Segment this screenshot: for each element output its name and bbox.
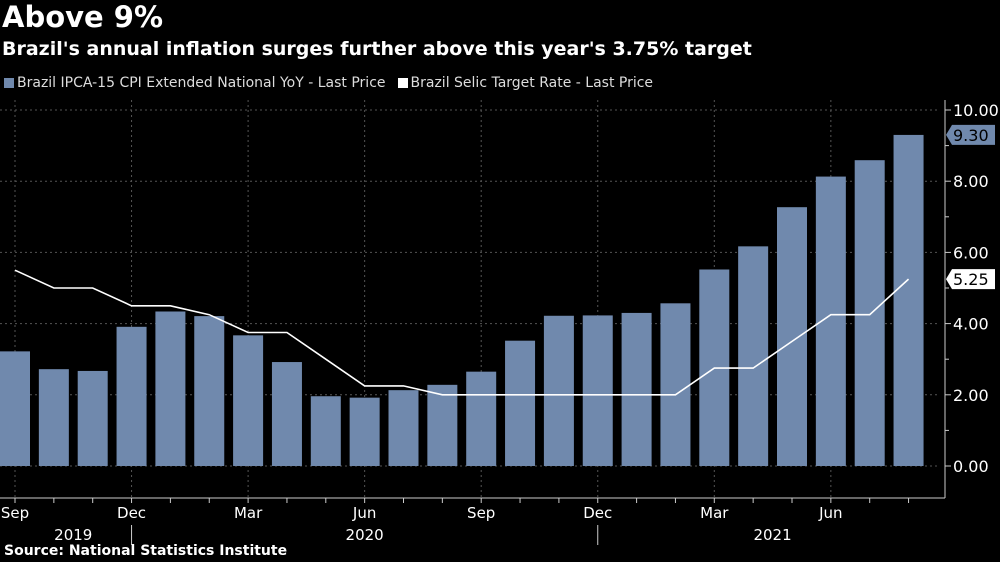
bar — [116, 326, 147, 466]
y-tick-label: 4.00 — [953, 315, 989, 334]
chart-subtitle: Brazil's annual inflation surges further… — [2, 38, 752, 60]
bar — [505, 340, 536, 466]
bar — [427, 384, 458, 466]
x-tick-label: Mar — [700, 504, 729, 522]
legend-swatch — [397, 78, 408, 88]
year-label: 2021 — [753, 526, 791, 544]
last-value-label: 9.30 — [953, 126, 989, 145]
last-value-label: 5.25 — [953, 270, 989, 289]
bar — [271, 362, 302, 466]
bar — [466, 371, 497, 466]
legend: Brazil IPCA-15 CPI Extended National YoY… — [4, 75, 653, 91]
bar — [349, 397, 380, 466]
x-tick-label: Sep — [467, 504, 495, 522]
bar — [194, 316, 225, 466]
legend-item-ipca: Brazil IPCA-15 CPI Extended National YoY… — [4, 75, 386, 91]
legend-swatch — [4, 78, 14, 88]
bar — [0, 351, 30, 466]
y-tick-label: 0.00 — [953, 457, 989, 476]
bar — [233, 335, 264, 466]
bar — [893, 134, 924, 467]
source-note: Source: National Statistics Institute — [4, 543, 288, 559]
bar — [582, 315, 613, 466]
chart-title: Above 9% — [2, 0, 164, 34]
bar — [777, 207, 807, 467]
x-tick-label: Dec — [583, 504, 612, 522]
y-tick-label: 2.00 — [953, 386, 989, 405]
year-label: 2020 — [346, 526, 384, 544]
last-value-callout — [946, 269, 995, 290]
legend-item-selic: Brazil Selic Target Rate - Last Price — [397, 75, 654, 91]
x-tick-label: Sep — [1, 504, 29, 522]
bar — [738, 246, 769, 466]
legend-label: Brazil IPCA-15 CPI Extended National YoY… — [17, 75, 386, 91]
y-tick-label: 6.00 — [953, 243, 989, 262]
bar — [155, 311, 186, 466]
bar — [77, 370, 108, 466]
last-value-callout — [946, 124, 995, 145]
y-tick-label: 8.00 — [953, 172, 989, 191]
legend-label: Brazil Selic Target Rate - Last Price — [410, 75, 654, 91]
bar — [310, 396, 341, 466]
y-tick-label: 10.00 — [953, 101, 999, 120]
bar — [621, 312, 652, 466]
selic-line — [14, 269, 910, 396]
x-tick-label: Mar — [234, 504, 263, 522]
bar — [388, 390, 419, 466]
year-label: 2019 — [54, 526, 92, 544]
bar — [543, 315, 574, 466]
x-tick-label: Dec — [117, 504, 146, 522]
bar — [854, 160, 885, 467]
bar — [38, 369, 69, 466]
bar — [660, 303, 691, 466]
x-tick-label: Jun — [352, 504, 376, 522]
x-tick-label: Jun — [818, 504, 842, 522]
